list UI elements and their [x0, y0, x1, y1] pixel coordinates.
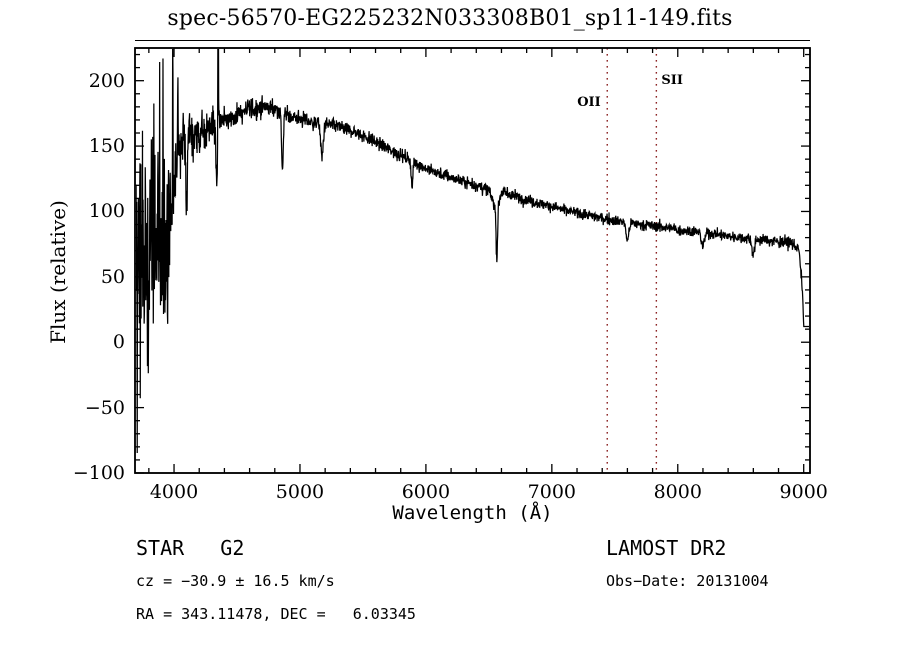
y-tick-label: −50	[84, 396, 125, 419]
x-tick-label: 8000	[653, 481, 702, 503]
spectral-line-label-sii: SII	[661, 73, 683, 88]
footer-survey: LAMOST DR2	[606, 536, 727, 560]
y-tick-label: −100	[72, 462, 125, 484]
page-title: spec-56570-EG225232N033308B01_sp11-149.f…	[167, 6, 733, 31]
footer-star-class: STAR G2	[136, 536, 245, 560]
title-underline	[135, 40, 810, 41]
x-axis-label: Wavelength (Å)	[392, 502, 553, 524]
x-tick-label: 5000	[275, 481, 325, 503]
spectral-line-label-oii: OII	[577, 95, 601, 110]
x-tick-label: 6000	[401, 481, 451, 503]
y-tick-label: 100	[88, 200, 125, 223]
y-tick-label: 200	[88, 69, 125, 92]
x-tick-label: 4000	[149, 481, 199, 503]
footer-cz: cz = −30.9 ± 16.5 km/s	[136, 572, 335, 590]
x-tick-label: 7000	[527, 481, 576, 503]
y-tick-label: 50	[100, 265, 125, 288]
y-tick-label: 150	[88, 135, 125, 158]
footer-obs-date: Obs−Date: 20131004	[606, 572, 769, 590]
x-tick-label: 9000	[779, 481, 828, 503]
y-tick-label: 0	[112, 331, 125, 354]
footer-coords: RA = 343.11478, DEC = 6.03345	[136, 605, 416, 623]
